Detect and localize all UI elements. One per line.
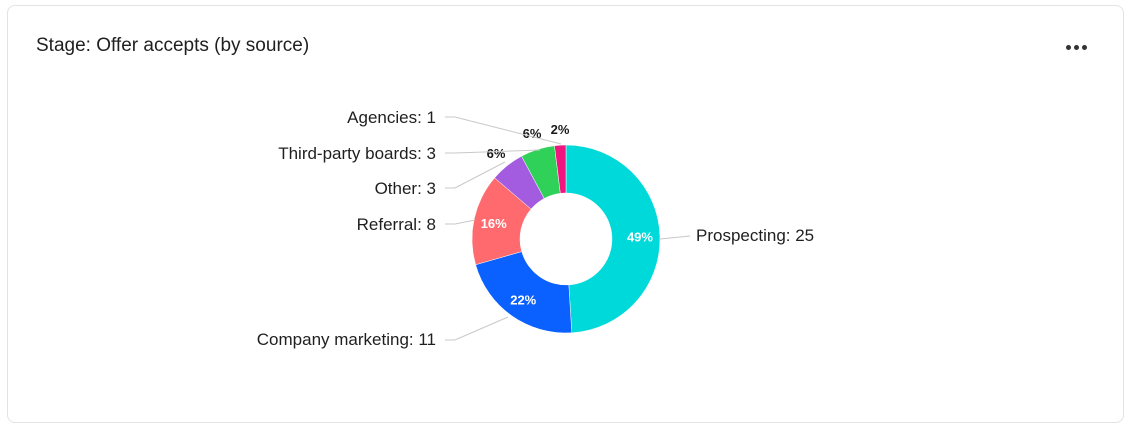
leader-line — [659, 235, 691, 240]
chart-card: Stage: Offer accepts (by source) — [7, 5, 1124, 423]
percent-label: 6% — [487, 146, 506, 161]
card-title: Stage: Offer accepts (by source) — [36, 35, 310, 56]
slice-agencies — [554, 144, 567, 194]
leader-line — [445, 316, 509, 341]
leader-line — [445, 149, 541, 154]
slice-prospecting — [565, 144, 661, 334]
percent-label: 49% — [627, 230, 653, 245]
leader-line — [445, 161, 506, 189]
percent-label: 2% — [551, 122, 570, 137]
slice-label: Agencies: 1 — [347, 108, 436, 127]
slice-label: Other: 3 — [375, 179, 436, 198]
slice-label: Prospecting: 25 — [696, 226, 814, 245]
percent-label: 6% — [523, 126, 542, 141]
leader-line — [445, 116, 562, 145]
leader-line — [445, 219, 476, 225]
slice-label: Referral: 8 — [357, 215, 436, 234]
percent-label: 16% — [481, 216, 507, 231]
slice-label: Company marketing: 11 — [257, 330, 436, 349]
percent-label: 22% — [510, 292, 536, 307]
more-options-icon[interactable] — [1062, 36, 1090, 58]
slice-label: Third-party boards: 3 — [278, 144, 436, 163]
